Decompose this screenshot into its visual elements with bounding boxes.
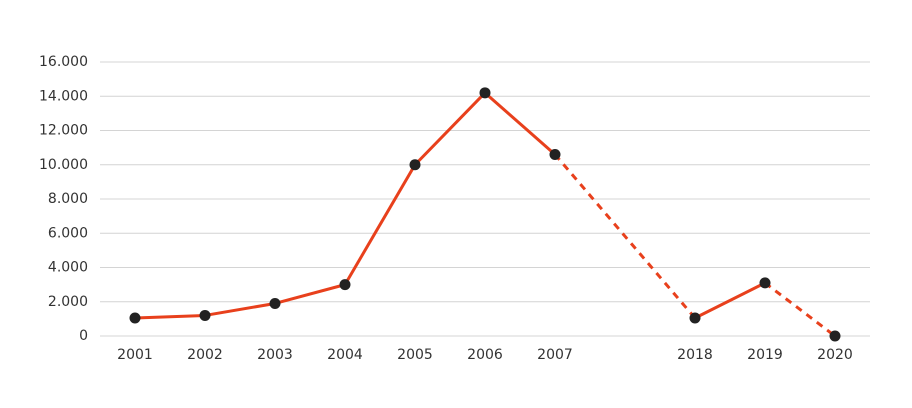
data-point: [479, 87, 491, 99]
line-segment: [484, 91, 556, 156]
line-segment: [274, 283, 346, 305]
line-segment: [553, 153, 697, 319]
data-point: [339, 279, 351, 291]
y-tick-label: 12.000: [39, 123, 88, 139]
line-segment: [413, 91, 487, 166]
x-tick-label: 2006: [467, 347, 503, 363]
line-segment: [694, 281, 766, 320]
y-tick-label: 10.000: [39, 157, 88, 173]
line-segment: [764, 281, 836, 338]
data-point: [829, 330, 841, 342]
x-tick-label: 2019: [747, 347, 783, 363]
data-point: [549, 148, 561, 160]
data-point: [269, 297, 281, 309]
line-segment: [343, 163, 417, 286]
y-tick-label: 14.000: [39, 88, 88, 104]
x-tick-label: 2002: [187, 347, 223, 363]
x-tick-label: 2005: [397, 347, 433, 363]
data-point: [199, 309, 211, 321]
y-tick-label: 8.000: [48, 191, 88, 207]
line-segment: [204, 301, 276, 317]
line-segment: [134, 313, 206, 320]
x-tick-label: 2004: [327, 347, 363, 363]
y-tick-label: 0: [79, 328, 88, 344]
x-tick-label: 2020: [817, 347, 853, 363]
data-point: [689, 312, 701, 324]
data-point: [129, 312, 141, 324]
y-tick-label: 16.000: [39, 54, 88, 70]
data-point: [409, 159, 421, 171]
y-tick-label: 6.000: [48, 225, 88, 241]
x-tick-label: 2001: [117, 347, 153, 363]
y-tick-label: 2.000: [48, 294, 88, 310]
x-tick-label: 2003: [257, 347, 293, 363]
data-point: [759, 277, 771, 289]
x-tick-label: 2007: [537, 347, 573, 363]
x-tick-label: 2018: [677, 347, 713, 363]
y-tick-label: 4.000: [48, 260, 88, 276]
